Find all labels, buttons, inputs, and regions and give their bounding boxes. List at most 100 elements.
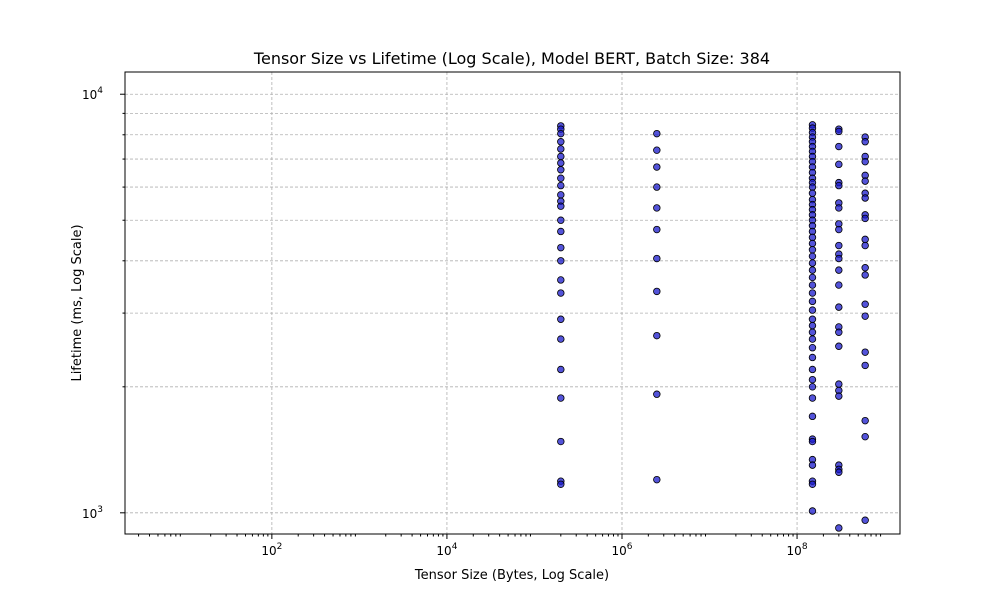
data-point bbox=[835, 468, 843, 476]
data-point bbox=[861, 516, 869, 524]
data-point bbox=[861, 271, 869, 279]
data-point bbox=[808, 437, 817, 446]
data-point bbox=[835, 342, 843, 350]
data-point bbox=[808, 239, 817, 248]
data-point bbox=[557, 216, 565, 224]
data-point bbox=[808, 328, 817, 336]
data-point bbox=[653, 475, 661, 484]
data-point bbox=[557, 227, 565, 236]
data-points bbox=[557, 121, 869, 532]
data-point bbox=[808, 306, 817, 314]
data-point bbox=[835, 127, 843, 136]
data-point bbox=[557, 166, 565, 174]
data-point bbox=[808, 321, 817, 330]
data-point bbox=[835, 142, 843, 151]
data-point bbox=[653, 254, 661, 263]
data-point bbox=[557, 152, 565, 161]
data-point bbox=[808, 252, 817, 261]
data-point bbox=[808, 315, 817, 323]
y-axis-label: Lifetime (ms, Log Scale) bbox=[70, 224, 85, 381]
data-point bbox=[808, 394, 817, 402]
data-point bbox=[653, 146, 661, 154]
data-point bbox=[808, 297, 817, 306]
chart-title: Tensor Size vs Lifetime (Log Scale), Mod… bbox=[253, 49, 770, 68]
data-point bbox=[653, 204, 661, 212]
data-point bbox=[557, 129, 565, 138]
data-point bbox=[808, 259, 817, 267]
data-point bbox=[557, 181, 565, 190]
data-point bbox=[835, 241, 843, 250]
data-point bbox=[861, 432, 869, 441]
data-point bbox=[557, 276, 565, 284]
data-point bbox=[808, 480, 817, 488]
data-point bbox=[861, 138, 869, 146]
data-point bbox=[808, 183, 817, 191]
x-axis-label: Tensor Size (Bytes, Log Scale) bbox=[414, 568, 609, 583]
data-point bbox=[835, 225, 843, 234]
data-point bbox=[557, 365, 565, 374]
data-point bbox=[861, 300, 869, 308]
data-point bbox=[808, 507, 817, 515]
data-point bbox=[557, 480, 565, 488]
data-point bbox=[808, 266, 817, 274]
data-point bbox=[808, 461, 817, 469]
data-point bbox=[808, 189, 817, 197]
data-point bbox=[861, 264, 869, 272]
data-point bbox=[808, 246, 817, 254]
data-point bbox=[861, 194, 869, 202]
data-point bbox=[653, 129, 661, 138]
data-point bbox=[653, 287, 661, 296]
data-point bbox=[835, 524, 843, 532]
data-point bbox=[557, 174, 565, 182]
data-point bbox=[557, 145, 565, 153]
data-point bbox=[808, 343, 817, 352]
data-point bbox=[808, 375, 817, 384]
data-point bbox=[808, 412, 817, 421]
data-point bbox=[861, 241, 869, 250]
data-point bbox=[653, 225, 661, 234]
data-point bbox=[557, 289, 565, 297]
data-point bbox=[835, 303, 843, 311]
data-point bbox=[557, 394, 565, 402]
data-point bbox=[835, 328, 843, 336]
data-point bbox=[557, 257, 565, 265]
data-point bbox=[835, 181, 843, 190]
data-point bbox=[653, 183, 661, 191]
data-point bbox=[861, 416, 869, 425]
data-point bbox=[861, 312, 869, 320]
data-point bbox=[861, 177, 869, 185]
data-point bbox=[835, 281, 843, 289]
data-point bbox=[557, 437, 565, 446]
grid-lines bbox=[125, 72, 900, 534]
data-point bbox=[861, 157, 869, 166]
data-point bbox=[835, 266, 843, 274]
data-point bbox=[835, 392, 843, 400]
data-point bbox=[861, 361, 869, 370]
data-point bbox=[557, 243, 565, 252]
data-point bbox=[653, 163, 661, 171]
data-point bbox=[808, 365, 817, 374]
data-point bbox=[861, 348, 869, 356]
data-point bbox=[835, 380, 843, 388]
data-point bbox=[557, 315, 565, 323]
data-point bbox=[835, 160, 843, 169]
data-point bbox=[808, 289, 817, 297]
data-point bbox=[653, 331, 661, 340]
data-point bbox=[808, 353, 817, 362]
data-point bbox=[808, 335, 817, 343]
data-point bbox=[653, 390, 661, 398]
data-point bbox=[808, 273, 817, 282]
data-point bbox=[861, 235, 869, 244]
plot-frame bbox=[124, 71, 901, 535]
data-point bbox=[808, 281, 817, 289]
data-point bbox=[808, 233, 817, 242]
data-point bbox=[557, 191, 565, 199]
data-point bbox=[861, 214, 869, 223]
data-point bbox=[835, 204, 843, 212]
data-point bbox=[557, 138, 565, 146]
data-point bbox=[808, 383, 817, 391]
data-point bbox=[835, 254, 843, 263]
data-point bbox=[557, 202, 565, 210]
